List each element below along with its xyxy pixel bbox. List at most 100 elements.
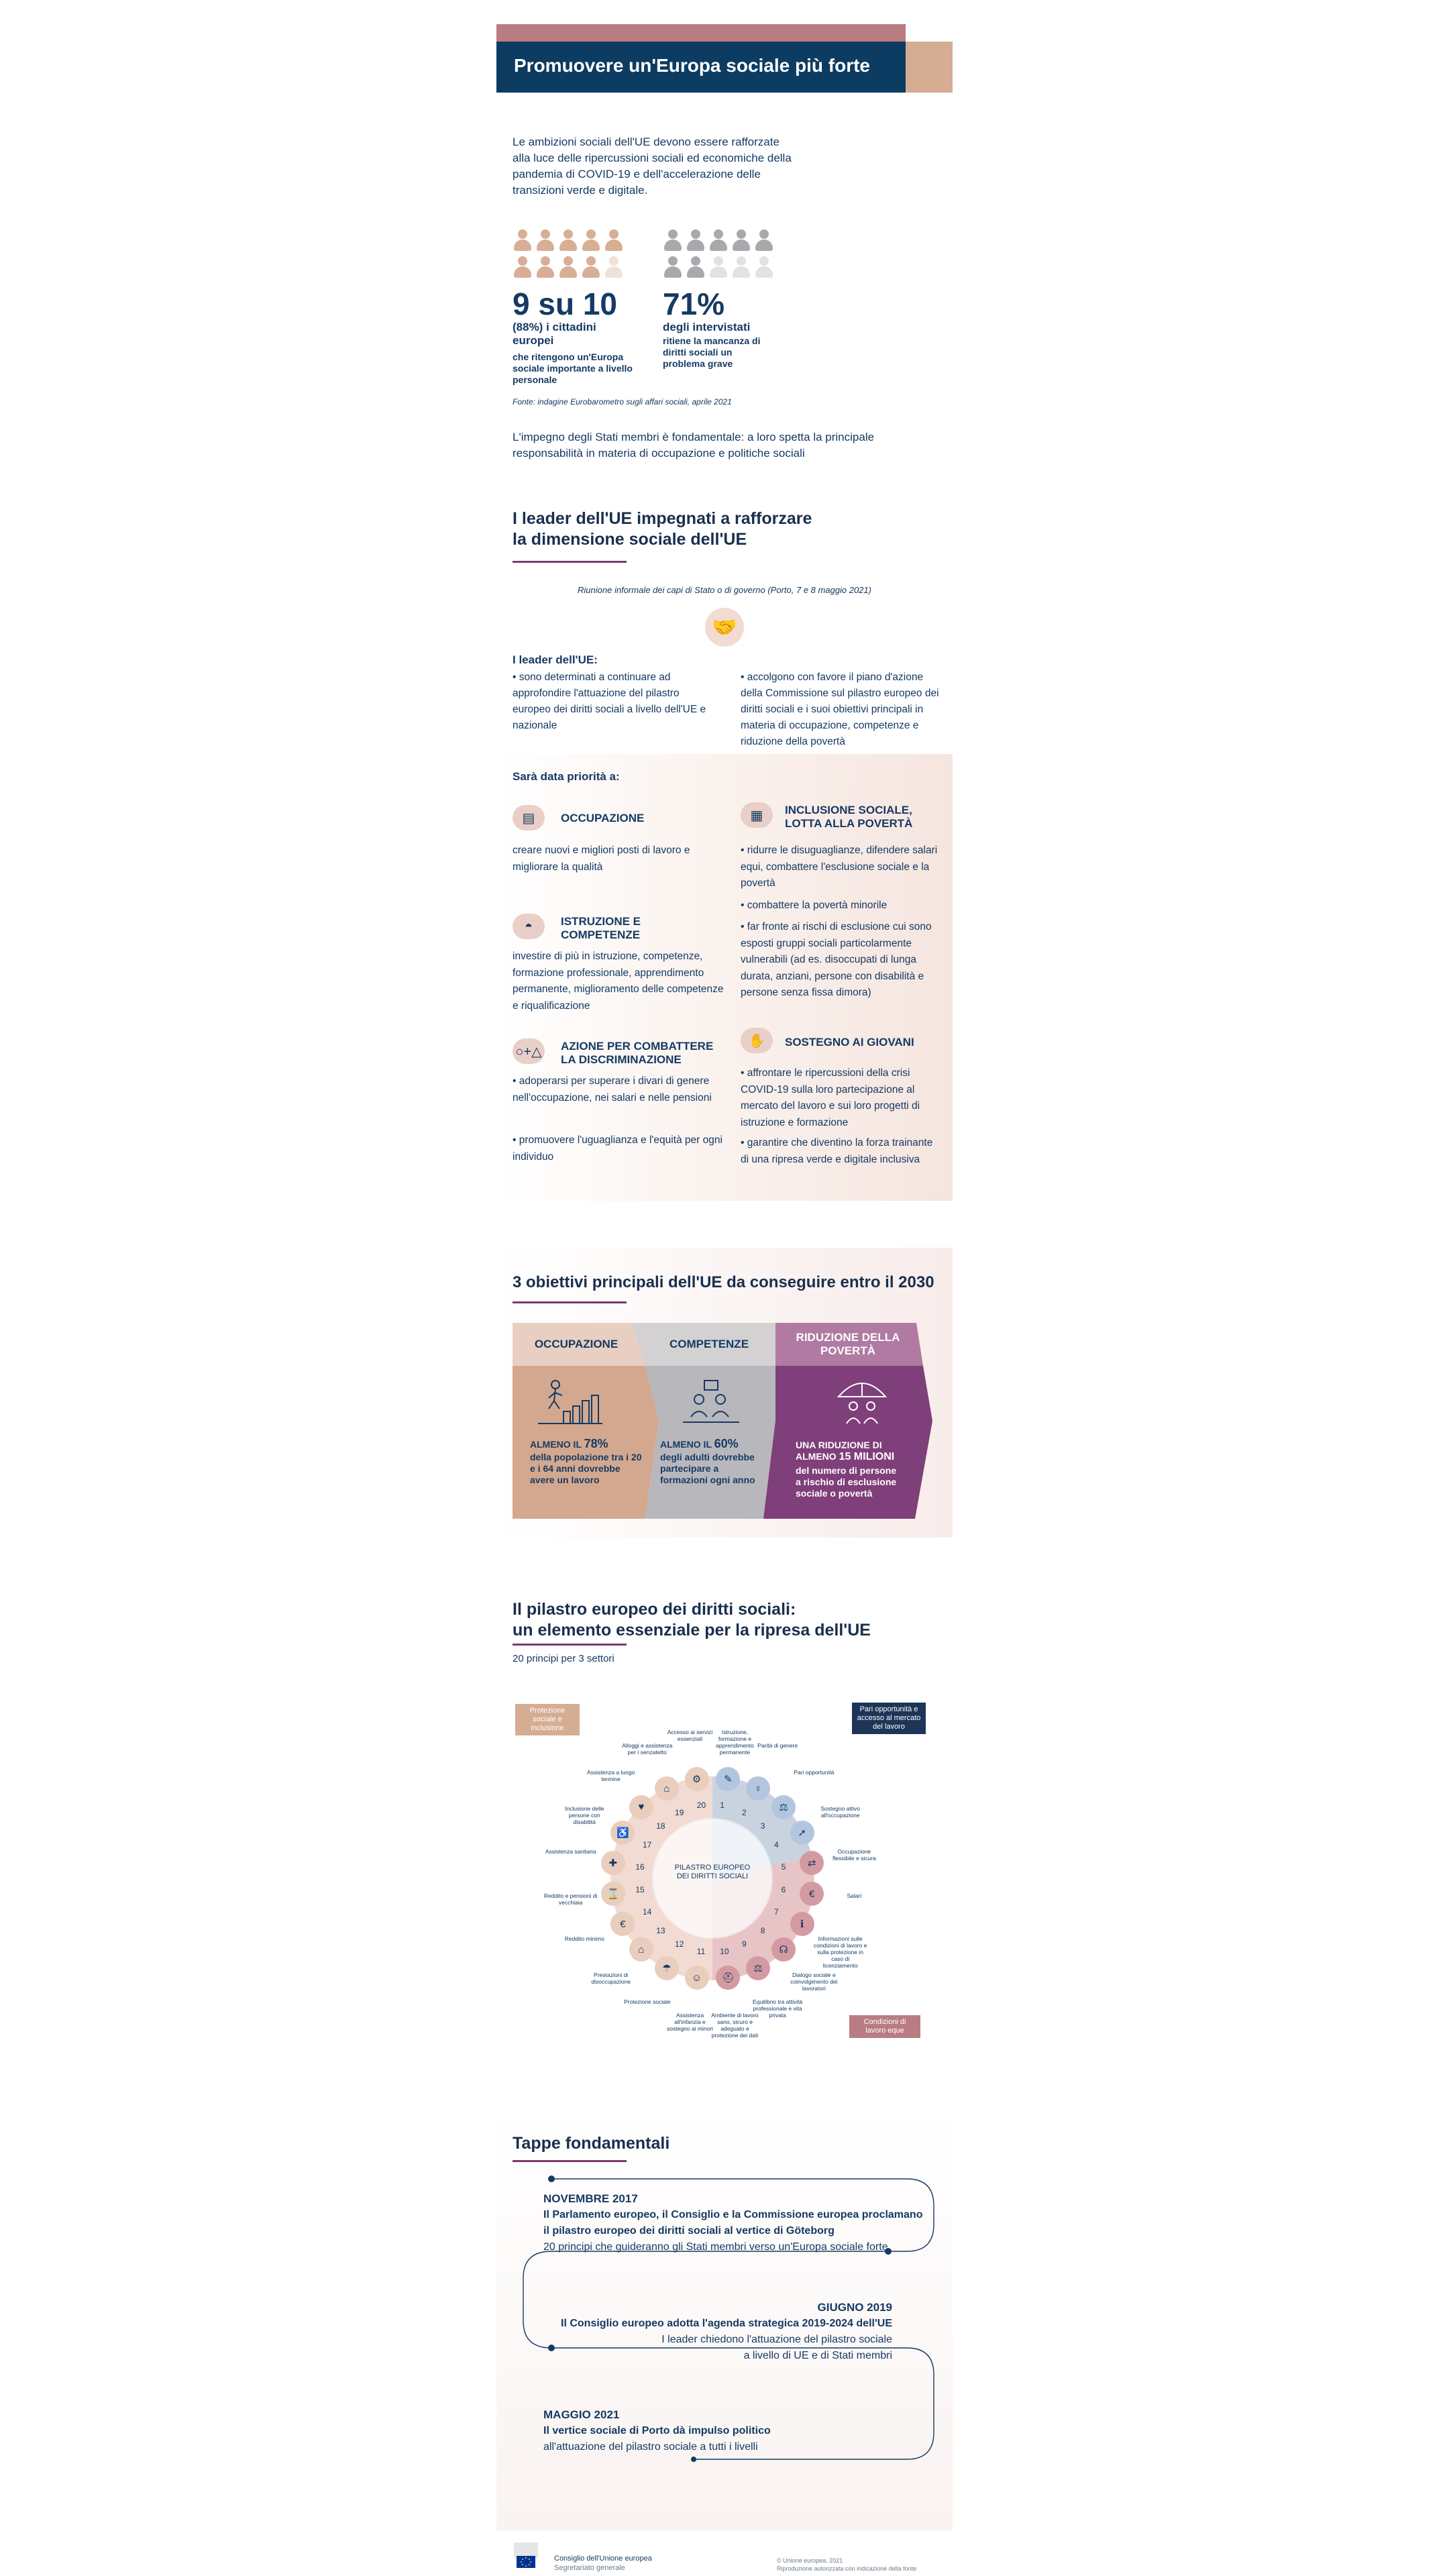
- pillar-subtitle: 20 principi per 3 settori: [513, 1653, 614, 1664]
- objectives-title: 3 obiettivi principali dell'UE da conseg…: [513, 1273, 934, 1291]
- objective-competenze-head: COMPETENZE: [669, 1338, 749, 1350]
- timeline-date-2017: NOVEMBRE 2017: [543, 2192, 638, 2205]
- principle-label: Ambiente di lavoro sano, sicuro e adegua…: [711, 2012, 759, 2039]
- principle-icon: ♀: [746, 1776, 771, 1801]
- objectives-title-underline: [513, 1301, 627, 1303]
- timeline-2017-bold1: Il Parlamento europeo, il Consiglio e la…: [543, 2209, 923, 2220]
- principle-icon: ⌂: [629, 1937, 653, 1962]
- principle-icon: ➚: [790, 1820, 814, 1845]
- principle-icon: ⚖: [746, 1955, 771, 1980]
- principle-number: 13: [656, 1925, 665, 1935]
- footer-copyright: © Unione europea, 2021: [777, 2557, 843, 2564]
- objective-poverta-value: UNA RIDUZIONE DI ALMENO 15 MILIONI: [796, 1440, 903, 1462]
- tag-pari-opportunita: Pari opportunità e accesso al mercato de…: [852, 1703, 926, 1734]
- principle-label: Sostegno attivo all'occupazione: [820, 1805, 860, 1819]
- person-icon: [581, 256, 601, 279]
- handshake-icon: 🤝: [705, 608, 744, 647]
- principle-number: 1: [720, 1801, 724, 1811]
- leaders-bullet-right: • accolgono con favore il piano d'azione…: [741, 672, 939, 747]
- principle-icon: ⛑: [716, 1966, 741, 1990]
- principle-label: Inclusione delle persone con disabilità: [565, 1805, 604, 1825]
- person-icon: [731, 229, 751, 252]
- principle-icon: ♿: [610, 1820, 635, 1845]
- objective-poverta-head: RIDUZIONE DELLA POVERTÀ: [796, 1331, 900, 1357]
- principle-label: Assistenza sanitaria: [545, 1847, 596, 1855]
- principle-label: Salari: [847, 1892, 862, 1900]
- stat-line1-88: (88%) i cittadini: [513, 321, 596, 333]
- tag-protezione: Protezione sociale e inclusione: [515, 1704, 580, 1735]
- principle-number: 15: [635, 1885, 645, 1895]
- principle-label: Istruzione, formazione e apprendimento p…: [716, 1728, 754, 1756]
- principle-icon: ☺: [684, 1966, 709, 1990]
- principle-icon: ⚖: [771, 1794, 796, 1819]
- timeline-title: Tappe fondamentali: [513, 2134, 670, 2153]
- objective-competenze-pre: ALMENO IL: [660, 1439, 714, 1450]
- footer-reproduction: Riproduzione autorizzata con indicazione…: [777, 2565, 917, 2572]
- objective-competenze-value: ALMENO IL 60%: [660, 1438, 767, 1450]
- principle-number: 6: [781, 1885, 786, 1895]
- page-title: Promuovere un'Europa sociale più forte: [514, 55, 870, 76]
- principle-label: Assistenza all'infanzia e sostegno ai mi…: [667, 2012, 713, 2033]
- timeline-title-underline: [513, 2160, 627, 2162]
- council-logo: [514, 2542, 538, 2568]
- priority-istruzione-title: ISTRUZIONE E COMPETENZE: [561, 915, 641, 941]
- principle-icon: ✚: [600, 1850, 625, 1875]
- objective-occupazione-pre: ALMENO IL: [530, 1439, 584, 1450]
- principle-number: 4: [774, 1840, 779, 1850]
- objective-competenze-head-shape: [632, 1323, 775, 1366]
- principle-label: Reddito e pensioni di vecchiaia: [543, 1892, 598, 1907]
- priority-discriminazione-title: AZIONE PER COMBATTERE LA DISCRIMINAZIONE: [561, 1040, 714, 1066]
- person-icon: [663, 229, 683, 252]
- objective-poverta-pre: UNA RIDUZIONE DI ALMENO: [796, 1440, 882, 1462]
- person-icon: [686, 229, 706, 252]
- principle-icon: ⌛: [600, 1882, 625, 1907]
- principle-number: 12: [675, 1939, 684, 1949]
- priority-istruzione-text: investire di più in istruzione, competen…: [513, 951, 724, 1012]
- principle-icon: ℹ: [790, 1912, 814, 1937]
- umbrella-family-icon: [837, 1383, 888, 1424]
- principle-number: 9: [741, 1939, 747, 1949]
- tag-condizioni: Condizioni di lavoro eque: [849, 2015, 920, 2038]
- principle-label: Reddito minimo: [564, 1935, 604, 1943]
- person-icon: [754, 229, 774, 252]
- principle-label: Assistenza a lungo termine: [586, 1768, 635, 1782]
- principle-label: Accesso ai servizi essenziali: [667, 1728, 713, 1742]
- principle-number: 19: [675, 1807, 684, 1817]
- header-side-block: [906, 42, 953, 93]
- leaders-title-line2: la dimensione sociale dell'UE: [513, 530, 747, 549]
- meeting-caption: Riunione informale dei capi di Stato o d…: [578, 585, 871, 595]
- person-icon: [513, 256, 533, 279]
- principle-number: 14: [642, 1907, 652, 1917]
- leaders-bullet-left: • sono determinati a continuare ad appro…: [513, 672, 706, 731]
- footer-dept: Segretariato generale: [554, 2564, 625, 2572]
- pillar-title-underline: [513, 1644, 627, 1646]
- priority-discriminazione-b1: • adoperarsi per superare i divari di ge…: [513, 1075, 712, 1104]
- person-icon: [731, 256, 751, 279]
- objective-occupazione-head: OCCUPAZIONE: [534, 1338, 619, 1350]
- person-icon: [754, 256, 774, 279]
- objective-occupazione-number: 78%: [584, 1437, 608, 1450]
- principle-number: 3: [760, 1821, 765, 1831]
- principle-icon: ⌂: [654, 1776, 679, 1801]
- priority-giovani-b2: • garantire che diventino la forza train…: [741, 1137, 933, 1165]
- priority-inclusione-b3: • far fronte ai rischi di esclusione cui…: [741, 921, 932, 998]
- leaders-title-underline: [513, 561, 627, 563]
- principle-label: Pari opportunità: [794, 1768, 835, 1776]
- person-icon: [708, 256, 729, 279]
- stat-big-71: 71%: [663, 286, 725, 321]
- principle-number: 16: [635, 1862, 645, 1872]
- priorities-heading: Sarà data priorità a:: [513, 770, 620, 783]
- principle-number: 8: [760, 1925, 765, 1935]
- source-note: Fonte: indagine Eurobarometro sugli affa…: [513, 397, 732, 407]
- timeline-2021-bold: Il vertice sociale di Porto dà impulso p…: [543, 2425, 771, 2436]
- principle-icon: ✎: [716, 1766, 741, 1791]
- people-grid-88: [513, 229, 627, 279]
- priority-inclusione-title: INCLUSIONE SOCIALE, LOTTA ALLA POVERTÀ: [785, 804, 913, 830]
- objective-competenze-number: 60%: [714, 1437, 739, 1450]
- principle-number: 11: [696, 1946, 706, 1956]
- principle-icon: €: [800, 1882, 824, 1907]
- timeline-2019-text1: I leader chiedono l'attuazione del pilas…: [661, 2334, 892, 2345]
- principle-icon: ⇄: [800, 1850, 824, 1875]
- person-icon: [604, 256, 624, 279]
- pillar-center-label: PILASTRO EUROPEO DEI DIRITTI SOCIALI: [674, 1864, 751, 1880]
